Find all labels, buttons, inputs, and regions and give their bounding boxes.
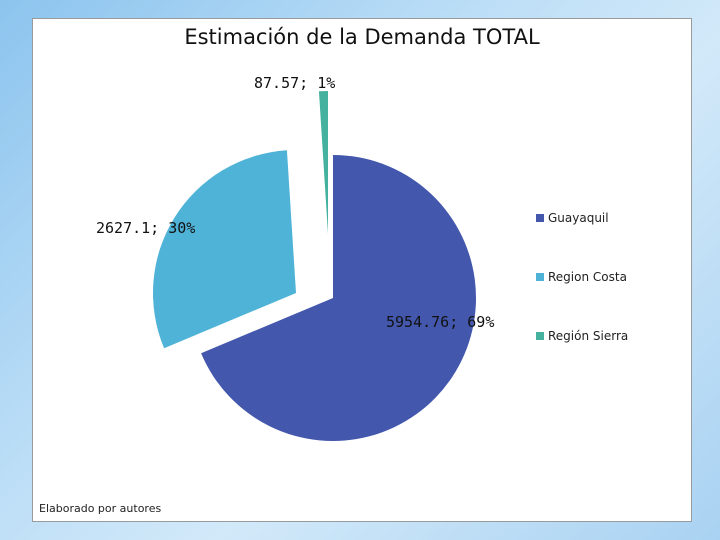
legend-swatch-region-sierra [536,332,544,340]
data-label-region-sierra: 87.57; 1% [254,74,335,92]
legend-item-region-costa: Region Costa [536,270,627,284]
legend-item-region-sierra: Región Sierra [536,329,628,343]
legend-label-guayaquil: Guayaquil [548,211,609,225]
chart-title: Estimación de la Demanda TOTAL [184,25,540,49]
pie-chart: 5954.76; 69% 2627.1; 30% 87.57; 1% [96,74,494,442]
pie-slice-region-costa [152,150,296,349]
pie-slice-guayaquil [201,155,476,442]
chart-frame: 5954.76; 69% 2627.1; 30% 87.57; 1% Estimac… [32,18,692,522]
legend-swatch-guayaquil [536,214,544,222]
legend-swatch-region-costa [536,273,544,281]
legend-label-region-costa: Region Costa [548,270,627,284]
legend-label-region-sierra: Región Sierra [548,329,629,343]
source-footnote: Elaborado por autores [39,502,162,515]
legend-item-guayaquil: Guayaquil [536,211,609,225]
data-label-region-costa: 2627.1; 30% [96,219,195,237]
data-label-guayaquil: 5954.76; 69% [386,313,494,331]
pie-slice-region-sierra [318,91,328,234]
